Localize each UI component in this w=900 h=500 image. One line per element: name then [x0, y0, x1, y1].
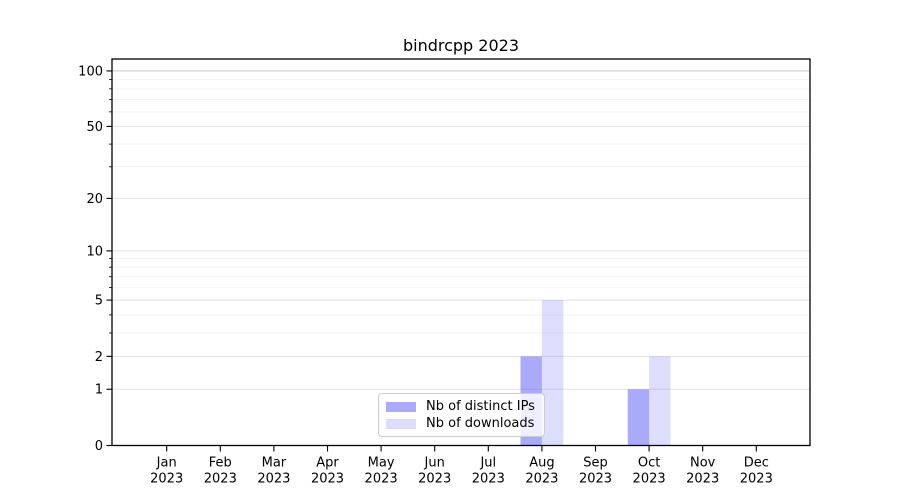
plot-border: [111, 58, 811, 447]
x-tick-label-year: 2023: [257, 472, 290, 487]
x-tick-label-month: Mar: [262, 456, 287, 471]
y-tick-label: 2: [95, 350, 103, 365]
x-tick-label-year: 2023: [686, 472, 719, 487]
y-tick-label: 10: [86, 244, 103, 259]
x-tick-label-year: 2023: [365, 472, 398, 487]
x-tick-label-month: Dec: [744, 456, 769, 471]
legend-item-downloads: Nb of downloads: [386, 416, 536, 431]
x-tick-label-month: Jun: [424, 456, 445, 471]
y-tick-label: 5: [95, 294, 103, 309]
legend-label-downloads: Nb of downloads: [426, 416, 535, 431]
x-tick-label-year: 2023: [633, 472, 666, 487]
y-tick-label: 50: [86, 120, 103, 135]
x-tick-label-month: Feb: [209, 456, 232, 471]
x-tick-label-month: Aug: [529, 456, 554, 471]
x-tick-label-year: 2023: [740, 472, 773, 487]
x-tick-label-month: Apr: [316, 456, 339, 471]
bar-aug-downloads: [541, 300, 564, 446]
x-tick-label-month: Jan: [156, 456, 177, 471]
x-tick-label-year: 2023: [150, 472, 183, 487]
x-tick-label-month: Nov: [690, 456, 716, 471]
x-tick-label-year: 2023: [472, 472, 505, 487]
y-tick-label: 20: [86, 192, 103, 207]
y-tick-label: 100: [78, 64, 103, 79]
x-tick-label-month: Jul: [479, 456, 496, 471]
x-tick-label-year: 2023: [418, 472, 451, 487]
x-tick-label-year: 2023: [311, 472, 344, 487]
x-tick-label-year: 2023: [525, 472, 558, 487]
legend: Nb of distinct IPs Nb of downloads: [378, 393, 545, 437]
y-tick-label: 1: [95, 383, 103, 398]
legend-label-distinct-ips: Nb of distinct IPs: [426, 399, 535, 414]
legend-swatch-downloads: [386, 418, 416, 429]
legend-item-distinct-ips: Nb of distinct IPs: [386, 399, 536, 414]
y-tick-label: 0: [95, 439, 103, 454]
bar-oct-downloads: [649, 356, 671, 446]
x-tick-label-year: 2023: [579, 472, 612, 487]
x-tick-label-month: Oct: [638, 456, 660, 471]
x-tick-label-month: Sep: [583, 456, 608, 471]
chart-title: bindrcpp 2023: [402, 36, 520, 55]
legend-swatch-distinct-ips: [386, 401, 416, 412]
bar-oct-distinct-ips: [627, 389, 650, 446]
x-tick-label-month: May: [368, 456, 395, 471]
x-tick-label-year: 2023: [204, 472, 237, 487]
